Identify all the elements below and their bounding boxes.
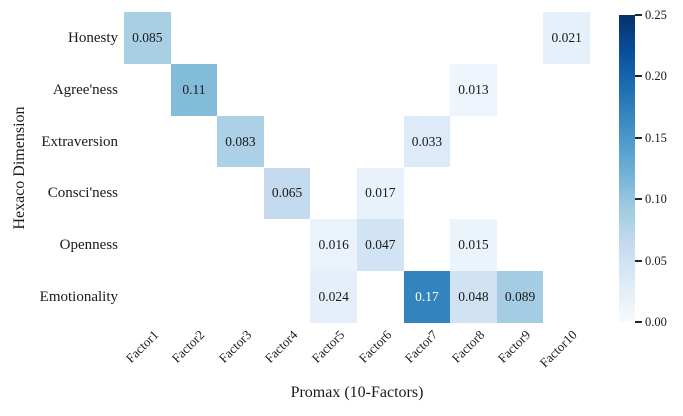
row-label: Consci'ness	[47, 185, 118, 202]
cell-value: 0.17	[415, 289, 439, 305]
x-tick-label-text: Factor2	[168, 327, 208, 366]
row-label: Openness	[59, 237, 118, 254]
colorbar-gradient	[619, 15, 635, 322]
heatmap-cell: 0.017	[357, 167, 404, 220]
colorbar-tick-mark	[635, 136, 642, 139]
colorbar-tick-mark	[635, 198, 642, 201]
heatmap-cell: 0.11	[170, 63, 218, 116]
cell-value: 0.083	[225, 133, 256, 149]
x-tick-label-text: Factor5	[308, 327, 348, 366]
cell-value: 0.017	[365, 185, 396, 201]
cell-value: 0.033	[411, 133, 443, 149]
cell-value: 0.085	[132, 29, 163, 45]
heatmap-cell: 0.024	[310, 271, 357, 323]
heatmap-cell: 0.033	[403, 115, 451, 168]
cell-value: 0.047	[365, 237, 396, 253]
colorbar-tick-label: 0.00	[645, 315, 667, 329]
colorbar-tick-label: 0.15	[645, 130, 667, 145]
colorbar-tick-label: 0.25	[645, 8, 667, 22]
x-tick-label-text: Factor4	[262, 327, 301, 366]
x-tick-label-text: Factor6	[355, 327, 394, 366]
colorbar-tick-mark	[635, 14, 642, 16]
y-axis-label: Hexaco Dimension	[11, 106, 28, 230]
cell-value: 0.024	[318, 289, 349, 305]
x-tick-label-text: Factor3	[215, 327, 255, 366]
x-axis-label: Promax (10-Factors)	[290, 384, 424, 401]
x-tick-label-text: Factor7	[401, 327, 441, 366]
heatmap-cell: 0.021	[543, 12, 590, 64]
heatmap-cell: 0.065	[263, 167, 311, 220]
cell-value: 0.065	[271, 185, 303, 201]
heatmap-cell: 0.17	[403, 271, 451, 323]
colorbar-tick-label: 0.10	[645, 192, 667, 207]
colorbar-tick-label: 0.20	[645, 69, 667, 84]
row-label: Extraversion	[41, 133, 118, 150]
cell-value: 0.11	[182, 81, 206, 97]
cell-value: 0.021	[551, 29, 582, 45]
colorbar-tick-label: 0.05	[645, 253, 667, 268]
row-label: Agree'ness	[52, 81, 118, 98]
x-tick-label-text: Factor1	[122, 327, 161, 366]
x-tick-label-text: Factor8	[448, 327, 488, 366]
x-tick-label-text: Factor10	[537, 327, 581, 371]
cell-value: 0.013	[458, 81, 489, 97]
colorbar-tick-mark	[635, 321, 642, 323]
x-tick-label-text: Factor9	[495, 327, 534, 366]
heatmap-cell: 0.083	[217, 115, 264, 168]
cell-value: 0.089	[504, 289, 536, 305]
heatmap-cell: 0.015	[450, 219, 497, 272]
row-label: Emotionality	[39, 289, 118, 306]
heatmap-cell: 0.047	[357, 219, 404, 272]
cell-value: 0.016	[318, 237, 349, 253]
heatmap-cell: 0.089	[496, 271, 544, 323]
cell-value: 0.048	[458, 289, 489, 305]
heatmap-cell: 0.085	[124, 12, 171, 64]
cell-value: 0.015	[458, 237, 489, 253]
row-label: Honesty	[68, 29, 118, 46]
heatmap-cell: 0.013	[450, 63, 497, 116]
heatmap-cell: 0.048	[450, 271, 497, 323]
heatmap-cell: 0.016	[310, 219, 357, 272]
colorbar-tick-mark	[635, 259, 642, 262]
colorbar-tick-mark	[635, 75, 642, 78]
